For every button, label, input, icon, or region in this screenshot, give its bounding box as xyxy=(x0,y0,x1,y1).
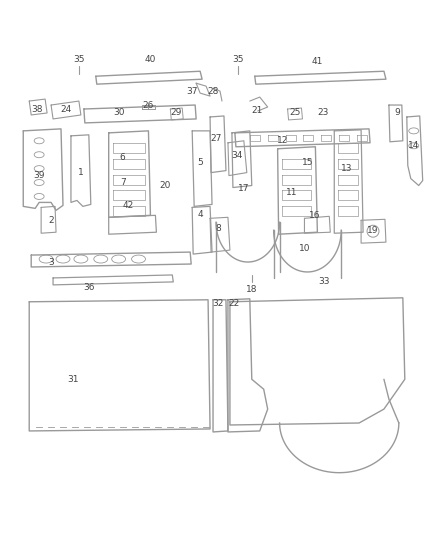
Text: 10: 10 xyxy=(299,244,310,253)
Text: 5: 5 xyxy=(197,158,203,167)
Text: 20: 20 xyxy=(160,181,171,190)
Text: 28: 28 xyxy=(207,87,219,95)
Text: 14: 14 xyxy=(408,141,420,150)
Text: 27: 27 xyxy=(210,134,222,143)
Text: 42: 42 xyxy=(123,201,134,210)
Text: 35: 35 xyxy=(232,55,244,64)
Text: 38: 38 xyxy=(32,104,43,114)
Text: 31: 31 xyxy=(67,375,79,384)
Text: 33: 33 xyxy=(318,277,330,286)
Text: 30: 30 xyxy=(113,109,124,117)
Text: 40: 40 xyxy=(145,55,156,64)
Text: 1: 1 xyxy=(78,168,84,177)
Text: 22: 22 xyxy=(228,299,240,308)
Text: 26: 26 xyxy=(143,101,154,109)
Text: 24: 24 xyxy=(60,104,71,114)
Text: 3: 3 xyxy=(48,257,54,266)
Text: 12: 12 xyxy=(277,136,288,146)
Text: 7: 7 xyxy=(120,178,126,187)
Text: 41: 41 xyxy=(312,57,323,66)
Text: 4: 4 xyxy=(197,210,203,219)
Text: 25: 25 xyxy=(290,109,301,117)
Text: 9: 9 xyxy=(394,109,400,117)
Text: 32: 32 xyxy=(212,299,224,308)
Text: 29: 29 xyxy=(170,109,182,117)
Text: 17: 17 xyxy=(238,184,250,193)
Text: 15: 15 xyxy=(302,158,313,167)
Text: 16: 16 xyxy=(309,211,320,220)
Text: 34: 34 xyxy=(231,151,243,160)
Text: 18: 18 xyxy=(246,285,258,294)
Text: 19: 19 xyxy=(367,226,379,235)
Text: 2: 2 xyxy=(48,216,54,225)
Text: 21: 21 xyxy=(251,107,262,116)
Text: 35: 35 xyxy=(73,55,85,64)
Text: 37: 37 xyxy=(187,87,198,95)
Text: 13: 13 xyxy=(342,164,353,173)
Text: 11: 11 xyxy=(286,188,297,197)
Text: 39: 39 xyxy=(33,171,45,180)
Text: 8: 8 xyxy=(215,224,221,233)
Text: 36: 36 xyxy=(83,284,95,293)
Text: 6: 6 xyxy=(120,153,126,162)
Text: 23: 23 xyxy=(318,109,329,117)
